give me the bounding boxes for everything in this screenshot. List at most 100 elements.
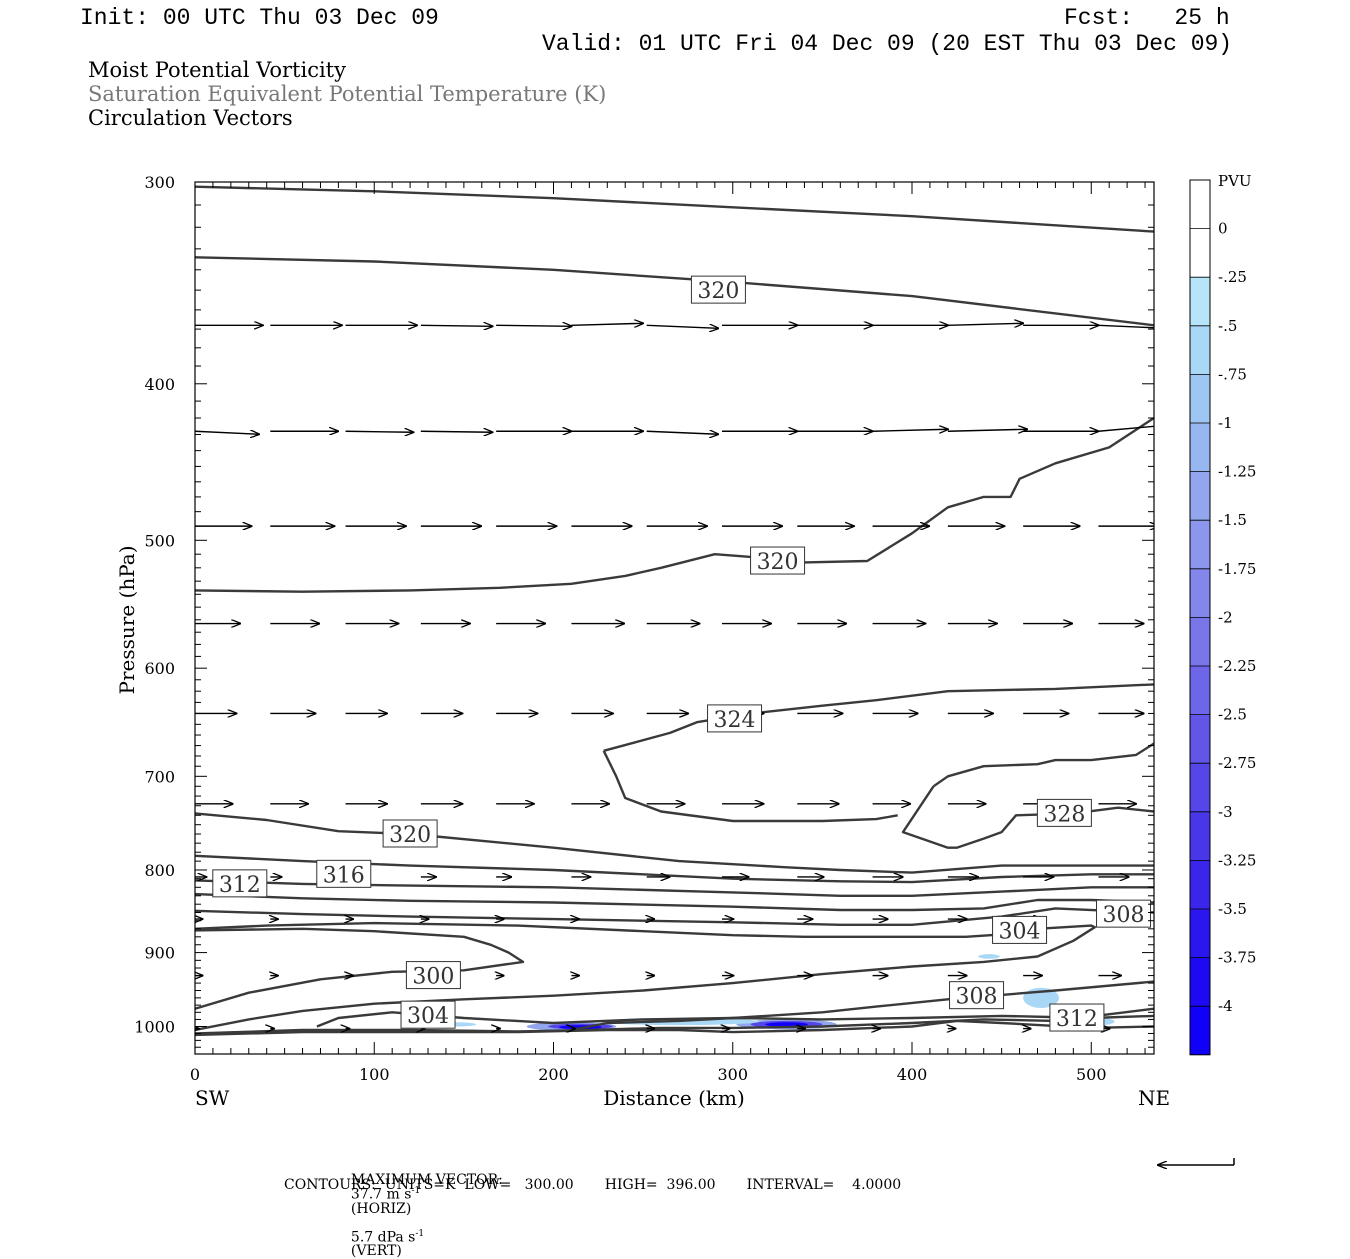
contour-12 [195, 921, 1097, 1032]
x-tick-100: 100 [359, 1065, 390, 1084]
vector-0-4 [496, 325, 571, 326]
contour-3 [603, 683, 1154, 752]
vector-0-5 [571, 323, 643, 325]
colorbar-swatch-11 [1190, 714, 1210, 764]
contour-4 [602, 750, 898, 823]
plot-frame [194, 181, 1155, 1055]
vector-1-0 [195, 431, 259, 434]
endpoint-ne: NE [1138, 1086, 1170, 1110]
y-axis-label: Pressure (hPa) [115, 546, 139, 695]
contour-label-text-0: 320 [697, 279, 739, 304]
contour-6 [901, 785, 1154, 849]
contour-label-text-5: 316 [323, 863, 365, 888]
y-tick-300: 300 [144, 173, 175, 192]
colorbar-label-14: -3.5 [1218, 900, 1247, 918]
colorbar-label-2: -.5 [1218, 317, 1237, 335]
max-vector-label: MAXIMUM VECTOR: [350, 1172, 503, 1188]
colorbar-swatch-2 [1190, 277, 1210, 326]
contour-13 [195, 927, 525, 1010]
colorbar-swatch-13 [1190, 811, 1210, 861]
endpoint-sw: SW [195, 1086, 230, 1110]
contour-label-9: 300 [405, 961, 461, 990]
colorbar-label-6: -1.5 [1218, 511, 1247, 529]
axis-ticks: 0 100 200 300 400 500 300 400 500 600 700 800 900 100… [134, 173, 1154, 1084]
vector-1-3 [420, 431, 493, 432]
colorbar-swatch-0 [1190, 180, 1210, 229]
colorbar-label-10: -2.5 [1218, 706, 1247, 724]
vector-0-6 [646, 325, 719, 328]
contour-label-5: 316 [316, 859, 372, 888]
contour-label-10: 308 [949, 981, 1005, 1010]
colorbar-label-7: -1.75 [1218, 560, 1256, 578]
valid-time: Valid: 01 UTC Fri 04 Dec 09 (20 EST Thu … [542, 31, 1233, 57]
title-thetaes: Saturation Equivalent Potential Temperat… [88, 82, 607, 106]
contour-label-11: 312 [1049, 1003, 1105, 1032]
vector-1-2 [345, 431, 414, 432]
colorbar-swatch-15 [1190, 909, 1210, 958]
colorbar-swatch-6 [1190, 471, 1210, 521]
contour-11 [195, 907, 1154, 926]
contour-14 [316, 1011, 1154, 1028]
colorbar-swatch-9 [1190, 617, 1210, 666]
colorbar-label-12: -3 [1218, 803, 1233, 821]
colorbar-label-15: -3.75 [1218, 949, 1256, 967]
colorbar-label-8: -2 [1218, 608, 1233, 626]
theta-es-contours [195, 185, 1154, 1037]
contour-label-text-8: 304 [999, 919, 1041, 944]
contour-labels: 320 320 324 328 320 316 312 308 304 300 308 312 304 [212, 275, 1152, 1032]
y-tick-900: 900 [144, 944, 175, 963]
contours-info: CONTOURS: UNITS=K LOW= 300.00 HIGH= 396.… [284, 1177, 902, 1193]
pv-blob-10 [978, 954, 1000, 959]
colorbar-label-0: 0 [1218, 220, 1228, 238]
contour-label-text-9: 300 [412, 965, 454, 990]
contour-label-text-6: 312 [219, 873, 261, 898]
contour-label-8: 304 [992, 915, 1048, 944]
contour-label-3: 328 [1036, 798, 1092, 827]
colorbar-swatch-4 [1190, 374, 1210, 423]
x-tick-300: 300 [717, 1065, 748, 1084]
y-tick-600: 600 [144, 659, 175, 678]
reference-vector [1158, 1158, 1235, 1165]
x-tick-500: 500 [1076, 1065, 1107, 1084]
title-mpv: Moist Potential Vorticity [88, 58, 346, 82]
colorbar-swatch-1 [1190, 228, 1210, 278]
contour-label-text-12: 304 [407, 1004, 449, 1029]
colorbar-swatch-3 [1190, 325, 1210, 375]
contour-label-text-1: 320 [757, 550, 799, 575]
colorbar-swatch-17 [1190, 1006, 1210, 1055]
contour-label-text-4: 320 [389, 823, 431, 848]
y-tick-500: 500 [144, 531, 175, 550]
colorbar-unit: PVU [1218, 172, 1252, 190]
contour-16 [195, 1007, 1154, 1035]
vector-1-6 [646, 431, 719, 434]
y-tick-400: 400 [144, 375, 175, 394]
contour-17 [195, 1019, 1154, 1037]
contour-2 [195, 416, 1154, 593]
contour-label-text-3: 328 [1043, 802, 1085, 827]
contour-label-text-7: 308 [1103, 903, 1145, 928]
vector-1-12 [1098, 425, 1154, 432]
colorbar-label-16: -4 [1218, 997, 1233, 1015]
vector-0-3 [420, 325, 493, 326]
vector-1-9 [872, 429, 948, 431]
contour-10 [195, 892, 1154, 912]
y-tick-700: 700 [144, 767, 175, 786]
colorbar-label-3: -.75 [1218, 365, 1247, 383]
horiz-suffix: (HORIZ) [350, 1200, 412, 1217]
contour-7 [195, 812, 1154, 874]
contour-label-7: 308 [1096, 899, 1152, 928]
title-vectors: Circulation Vectors [88, 106, 293, 130]
colorbar-swatch-8 [1190, 568, 1210, 618]
vector-1-10 [947, 429, 1027, 431]
colorbar-label-9: -2.25 [1218, 657, 1256, 675]
contour-label-6: 312 [212, 869, 268, 898]
colorbar-label-11: -2.75 [1218, 754, 1256, 772]
colorbar: PVU 0 -.25 -.5 -.75 -1 -1.25 -1.5 -1.75 -2 -2.25 -2… [1189, 172, 1256, 1056]
x-tick-200: 200 [538, 1065, 569, 1084]
colorbar-swatch-16 [1190, 957, 1210, 1007]
colorbar-swatch-14 [1190, 860, 1210, 909]
colorbar-label-5: -1.25 [1218, 463, 1256, 481]
y-tick-1000: 1000 [134, 1017, 175, 1036]
y-tick-800: 800 [144, 861, 175, 880]
colorbar-swatch-10 [1190, 666, 1210, 715]
